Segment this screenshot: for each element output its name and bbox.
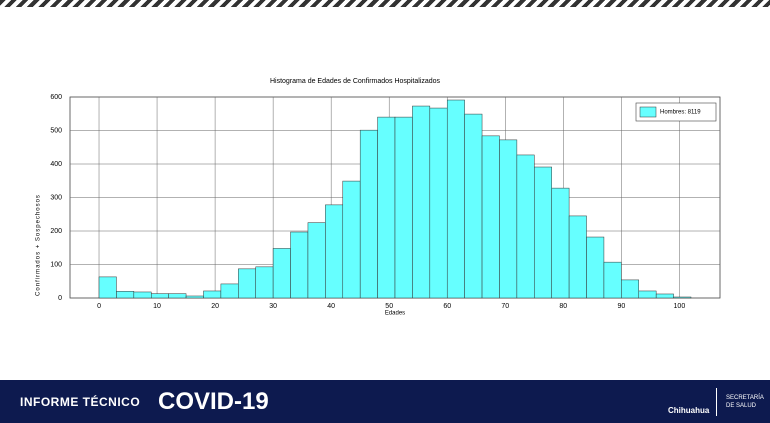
separator [716,388,717,416]
footer: INFORME TÉCNICO COVID-19 Chihuahua SECRE… [0,380,770,423]
legend-label: Hombres: 8119 [660,110,701,116]
footer-title: COVID-19 [158,388,269,415]
footer-label: INFORME TÉCNICO [20,395,141,409]
bar [307,222,326,299]
x-tick-label: 40 [327,303,335,310]
chart-title: Histograma de Edades de Confirmados Hosp… [270,78,441,85]
bar [446,99,465,299]
bar [325,204,344,299]
bar [534,166,552,299]
y-tick-label: 400 [50,161,62,168]
x-tick-label: 30 [269,303,277,310]
y-axis-label: Confirmados + Sospechosos [36,194,42,296]
y-tick-label: 200 [50,228,62,235]
y-tick-label: 600 [50,94,62,101]
bar [551,187,570,299]
x-axis-label: Edades [385,311,405,317]
bar [203,290,222,299]
bar [168,293,187,299]
bar [638,290,657,299]
bar [133,291,152,299]
bar [394,116,413,299]
bar [464,113,483,299]
bar [116,291,135,299]
bar [220,283,239,299]
x-tick-label: 100 [674,303,686,310]
bar [272,248,291,299]
bar [481,135,500,299]
bar [151,293,169,299]
bar [516,154,535,299]
x-tick-label: 80 [559,303,567,310]
bar [673,296,692,299]
bar [185,295,204,299]
y-tick-label: 500 [50,127,62,134]
x-tick-label: 0 [97,303,101,310]
bar [499,139,518,299]
y-tick-label: 0 [58,295,62,302]
bar [603,261,622,299]
y-tick-label: 300 [50,194,62,201]
y-tick-label: 100 [50,261,62,268]
bar [255,266,274,299]
bar [342,180,361,299]
bar [655,293,674,299]
bar [98,276,117,299]
legend-swatch [639,106,657,118]
bar [586,236,605,299]
bar [621,279,640,299]
bar [359,129,378,299]
x-tick-label: 10 [153,303,161,310]
bar [429,107,448,299]
footer-state: Chihuahua [668,406,710,415]
bar [238,268,256,299]
x-tick-label: 60 [443,303,451,310]
footer-agency: SECRETARÍA DE SALUD [726,395,764,409]
x-tick-label: 50 [385,303,393,310]
bar [568,215,587,299]
bar [290,231,309,299]
x-tick-label: 90 [617,303,625,310]
x-tick-label: 70 [501,303,509,310]
top-stripe [0,0,770,7]
x-tick-label: 20 [211,303,219,310]
chart: Histograma de Edades de Confirmados Hosp… [36,78,721,317]
bar [377,116,396,299]
bar [412,105,431,299]
